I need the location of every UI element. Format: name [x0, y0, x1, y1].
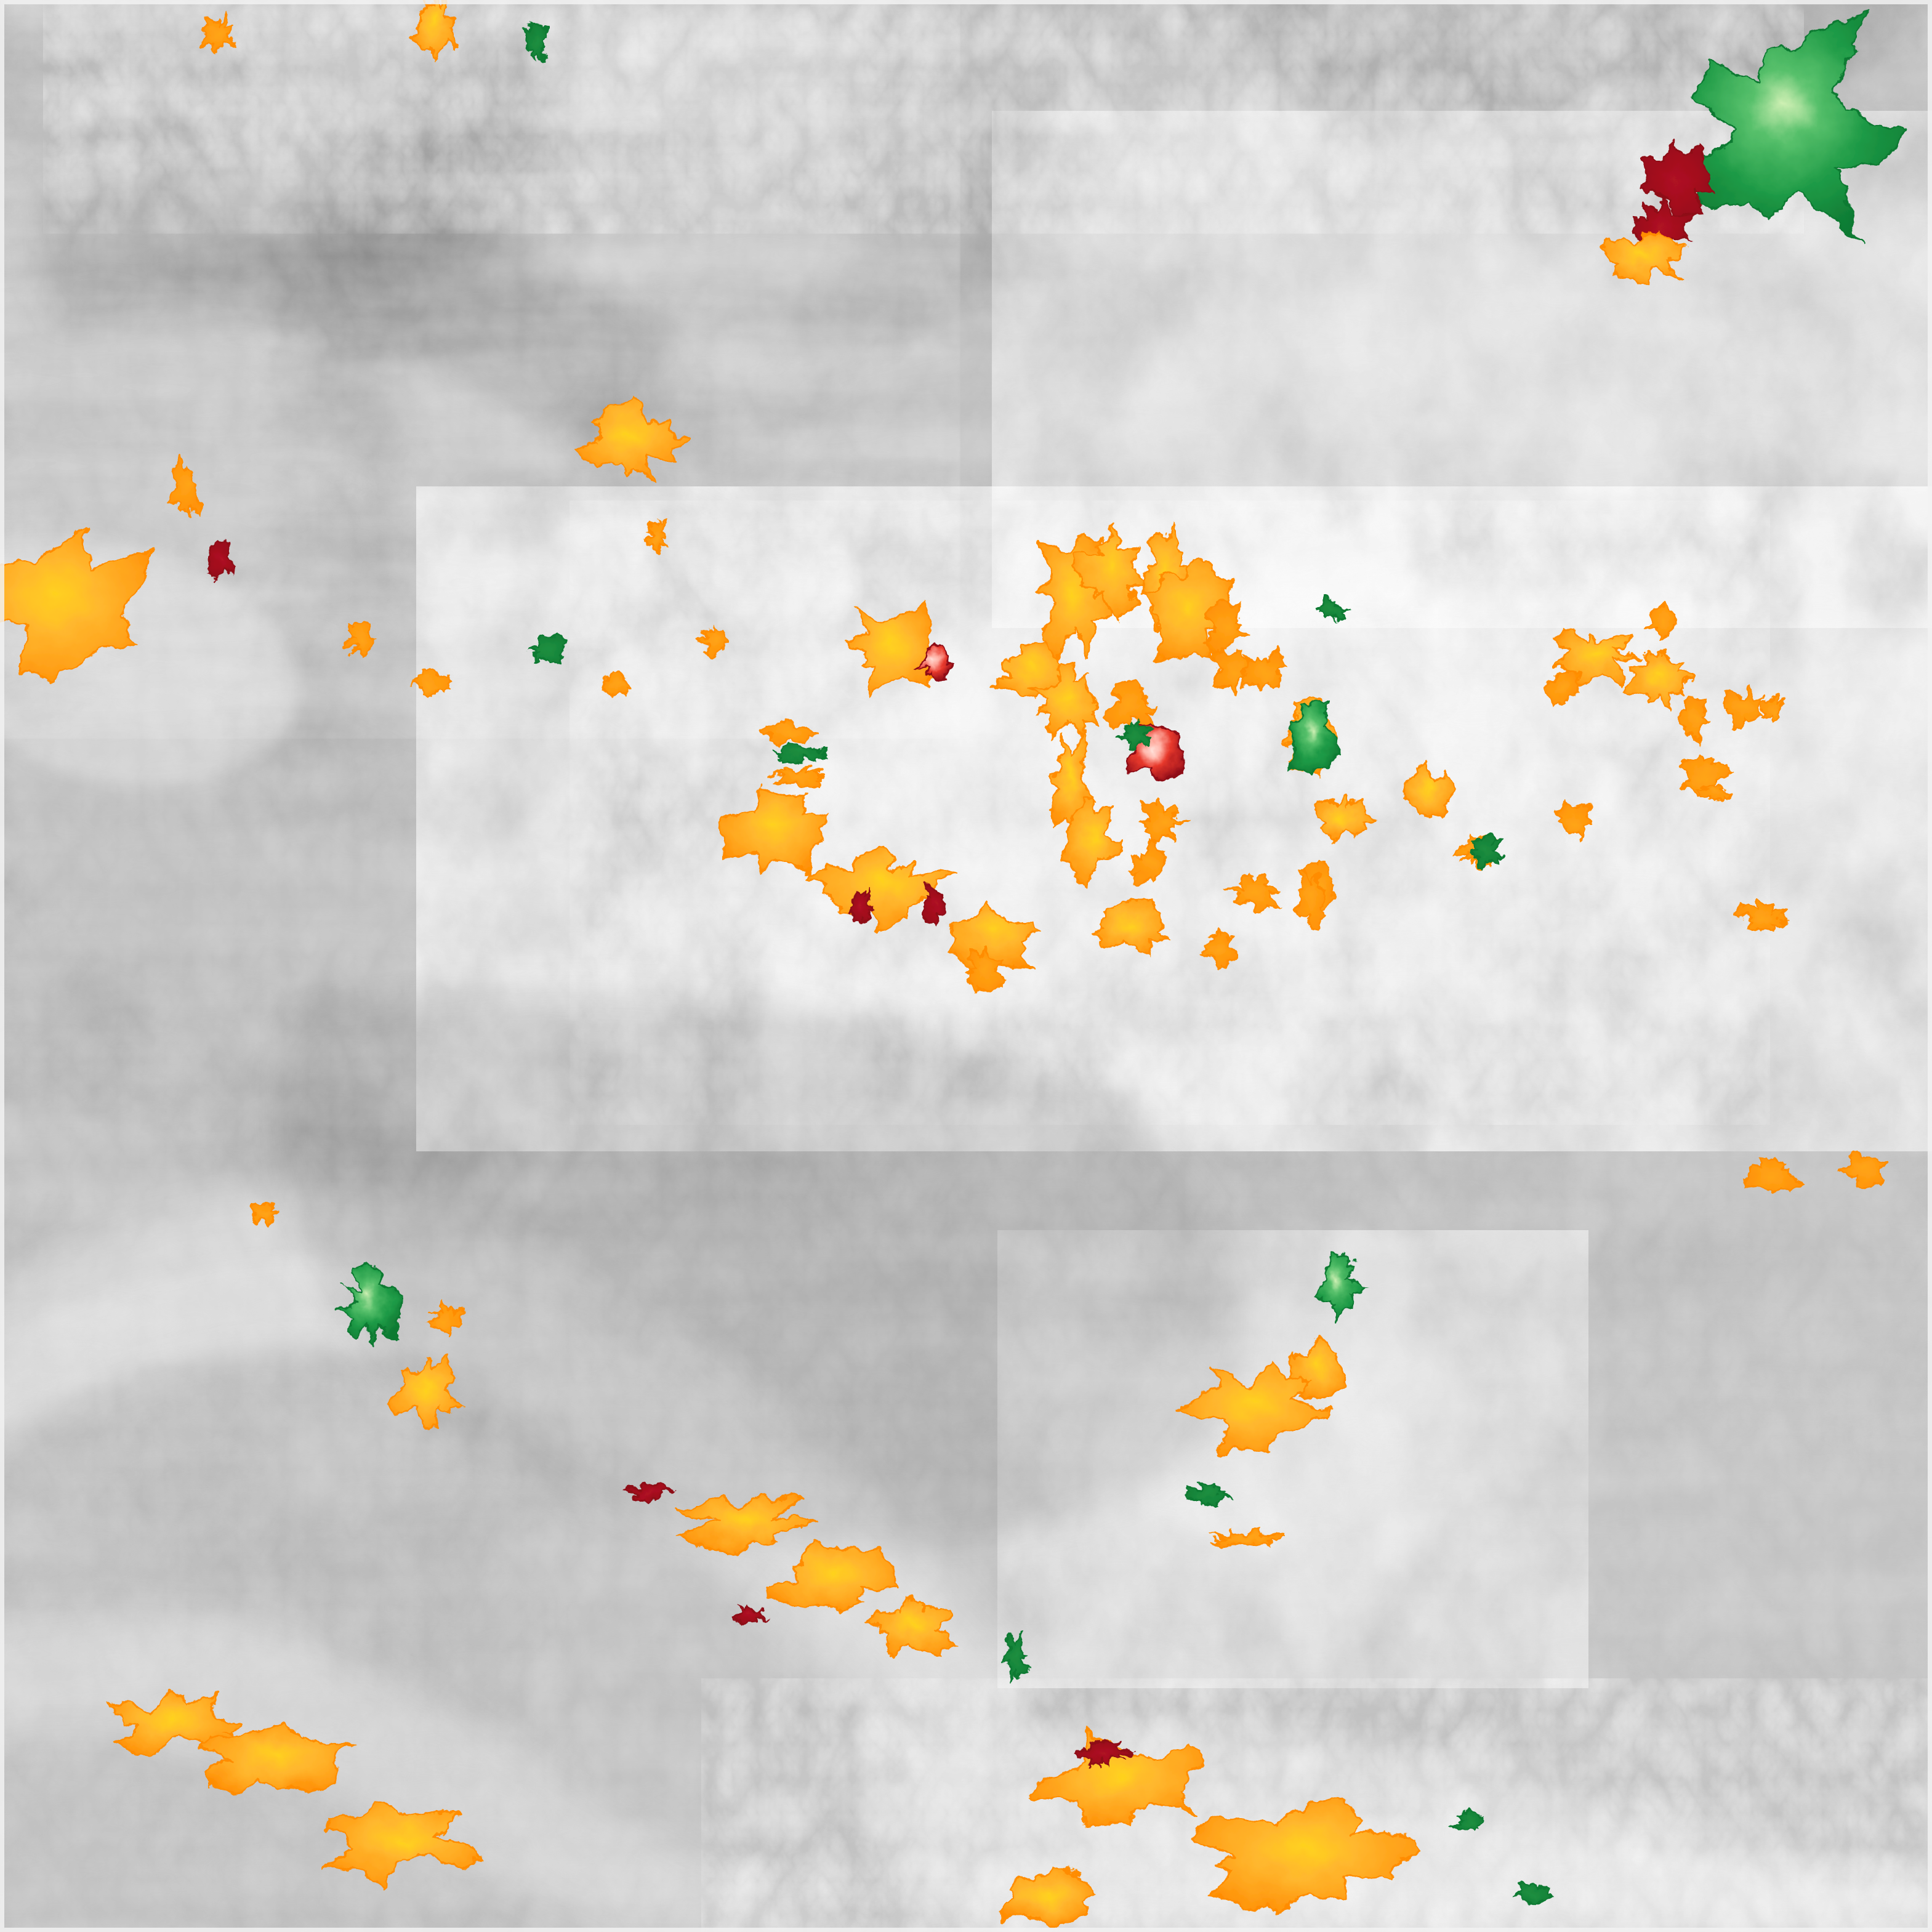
cloud-object-orange — [1071, 522, 1147, 622]
cloud-object-orange — [1031, 1730, 1205, 1827]
cloud-object-orange — [1556, 802, 1594, 841]
cloud-object-orange — [1720, 685, 1765, 731]
cloud-object-orange — [1402, 762, 1454, 822]
cloud-object-orange — [1138, 799, 1188, 843]
cloud-object-orange — [1743, 1154, 1803, 1194]
cloud-object-orange — [676, 1494, 813, 1552]
cloud-object-orange — [572, 396, 685, 481]
cloud-object-green — [1681, 14, 1908, 243]
cloud-object-green — [1467, 834, 1505, 868]
cloud-object-orange — [867, 1595, 961, 1657]
cloud-object-green — [1314, 598, 1350, 621]
cloud-object-orange — [1836, 1151, 1889, 1188]
cloud-object-green — [1117, 723, 1153, 751]
cloud-object-orange — [1031, 659, 1103, 744]
cloud-object-orange — [1201, 930, 1235, 967]
cloud-object-green — [524, 23, 549, 60]
cloud-object-orange — [1679, 693, 1711, 744]
cloud-object-green — [1183, 1483, 1232, 1505]
cloud-object-orange — [1737, 900, 1789, 933]
cloud-object-orange — [1241, 650, 1289, 695]
cloud-object-darkred — [621, 1481, 675, 1502]
cloud-object-orange — [200, 1726, 351, 1793]
cloud-object-orange — [1129, 839, 1170, 886]
cloud-object-green — [1311, 1250, 1368, 1324]
cloud-object-darkred — [206, 539, 237, 581]
cloud-object-green — [339, 1262, 403, 1344]
cloud-object-orange — [807, 844, 960, 928]
cloud-object-green — [1512, 1880, 1552, 1905]
cloud-object-green — [1289, 698, 1339, 776]
cloud-object-orange — [1226, 873, 1282, 914]
cloud-object-orange — [642, 520, 669, 557]
cloud-object-orange — [604, 670, 632, 697]
cloud-object-orange — [251, 1201, 279, 1226]
cloud-object-darkred — [850, 888, 875, 924]
cloud-object-orange — [846, 600, 937, 699]
cloud-object-orange — [1202, 602, 1251, 653]
cloud-object-orange — [199, 12, 236, 54]
cloud-object-orange — [425, 1300, 464, 1339]
cloud-object-orange — [0, 526, 150, 682]
cloud-object-green — [773, 744, 828, 765]
cloud-object-orange — [321, 1800, 488, 1886]
cloud-object-orange — [388, 1354, 465, 1433]
cloud-object-orange — [1288, 1334, 1348, 1401]
cloud-object-orange — [721, 786, 830, 874]
cloud-object-orange — [770, 764, 826, 787]
cloud-object-orange — [1598, 229, 1689, 285]
cloud-object-orange — [1193, 1798, 1415, 1911]
cloud-object-orange — [1699, 783, 1728, 803]
cloud-object-orange — [1063, 797, 1122, 887]
cloud-object-green — [1451, 1810, 1485, 1833]
cloud-object-orange — [1092, 898, 1169, 956]
cloud-object-orange — [1174, 1359, 1333, 1455]
cloud-object-green — [1003, 1630, 1030, 1681]
cloud-object-orange — [1295, 869, 1328, 930]
cloud-object-orange — [107, 1689, 239, 1755]
cloud-object-orange — [1759, 695, 1790, 724]
cloud-object-orange — [1646, 604, 1684, 640]
cloud-object-orange — [1208, 1529, 1289, 1547]
cloud-object-orange — [1625, 648, 1696, 711]
cloud-object-orange — [966, 946, 1004, 993]
cloud-object-orange — [1543, 667, 1583, 704]
cloud-object-orange — [409, 669, 452, 698]
cloud-object-orange — [765, 1537, 900, 1616]
cloud-object-orange — [695, 626, 730, 657]
cloud-object-darkred — [730, 1602, 770, 1624]
cloud-object-orange — [343, 622, 377, 656]
cloud-object-darkred — [1638, 139, 1714, 222]
cloud-object-orange — [411, 0, 456, 59]
cloud-object-orange — [167, 457, 201, 517]
cloud-object-orange — [1101, 678, 1156, 730]
cloud-object-darkred — [1070, 1739, 1135, 1768]
cloud-object-orange — [994, 1869, 1099, 1925]
cloud-object-orange — [946, 896, 1042, 968]
cloud-object-red — [913, 643, 953, 683]
cloud-object-orange — [1142, 558, 1235, 663]
cloud-object-green — [527, 634, 568, 664]
cloud-object-orange — [1311, 795, 1373, 843]
cloud-object-darkred — [922, 882, 946, 927]
cloud-object-orange — [1211, 648, 1258, 696]
cloud-object-orange — [755, 720, 821, 744]
